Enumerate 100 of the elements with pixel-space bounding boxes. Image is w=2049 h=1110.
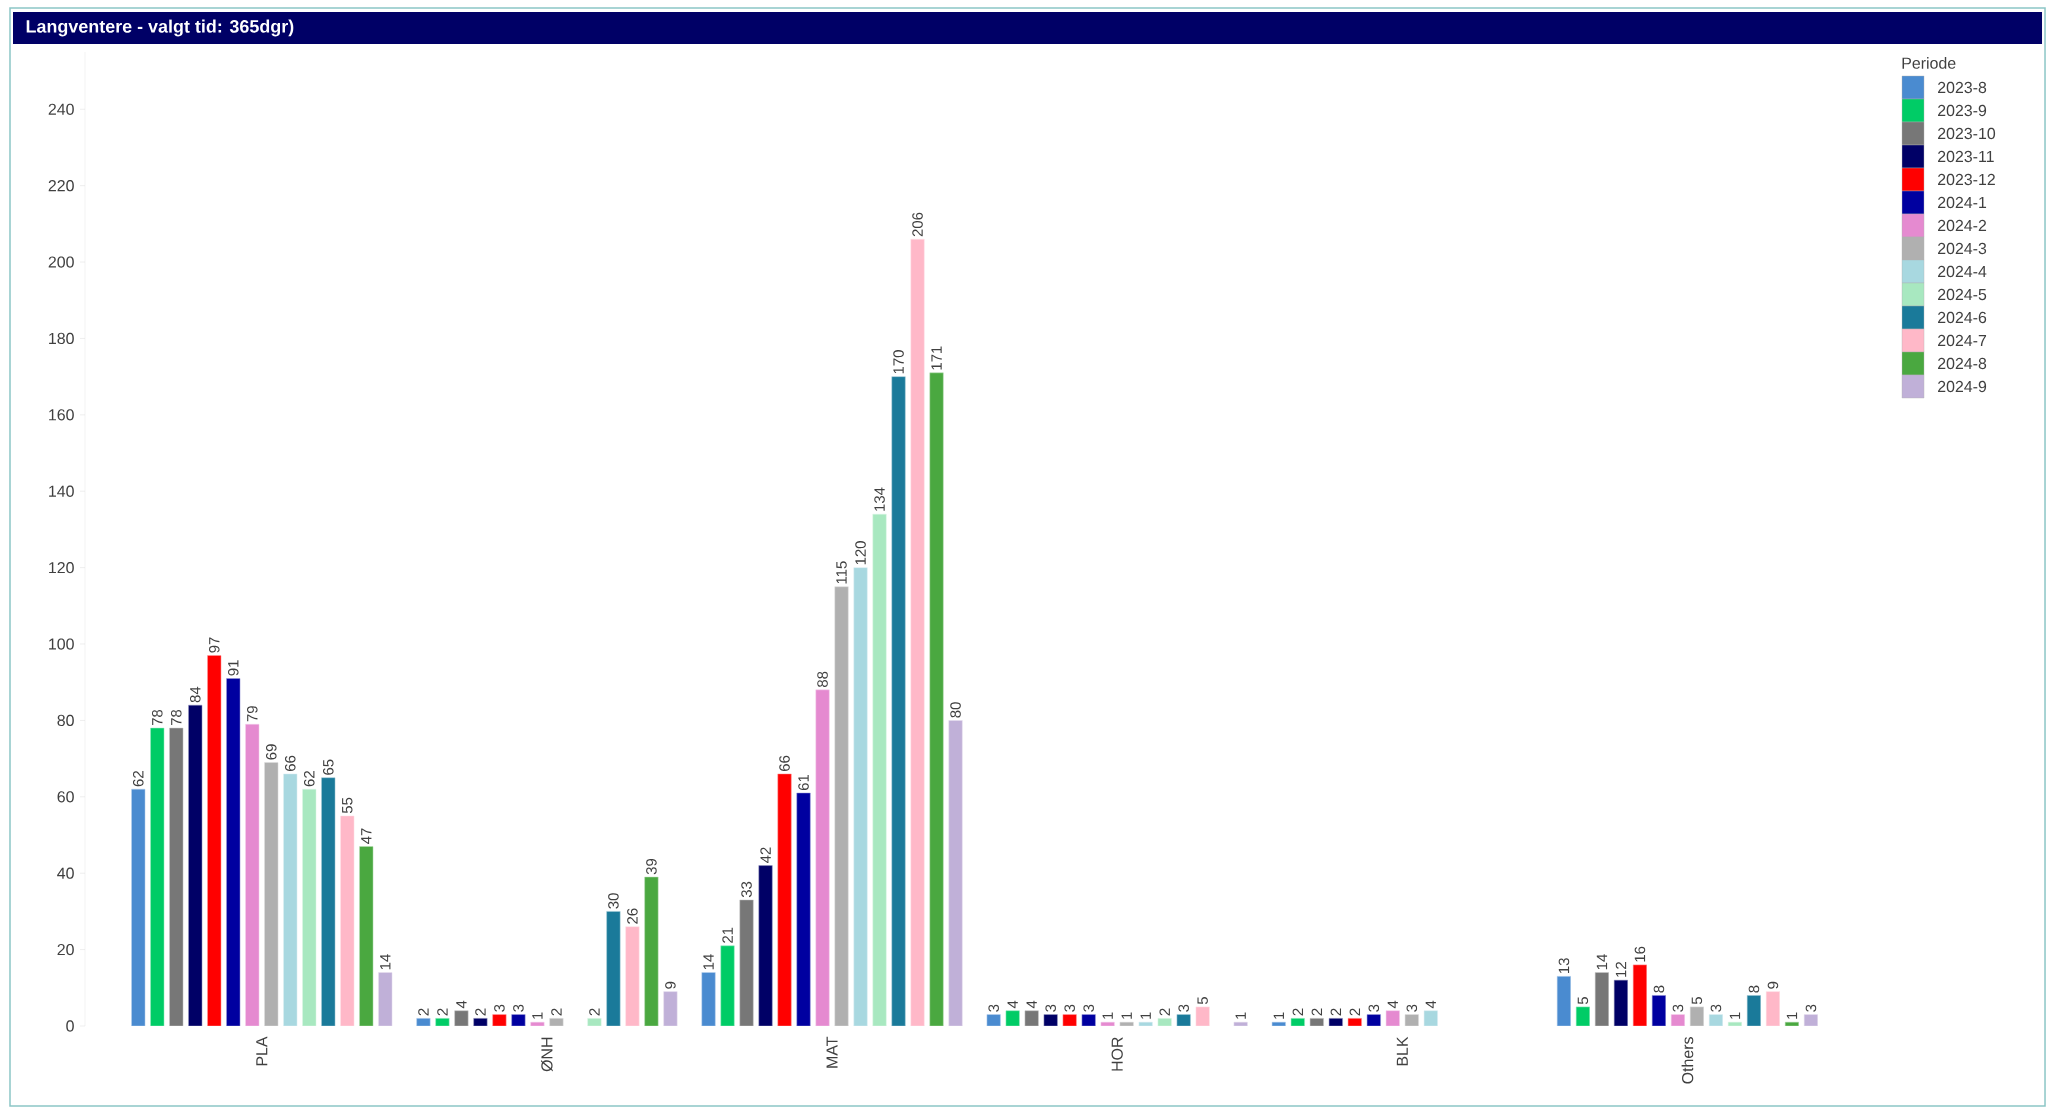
- data-label: 3: [494, 1004, 505, 1012]
- data-label: 65: [322, 759, 334, 775]
- data-label: 16: [1634, 946, 1646, 962]
- data-label: 206: [912, 212, 923, 237]
- bar: [910, 238, 925, 1026]
- bar: [245, 723, 260, 1026]
- x-tick-label: ØNH: [541, 1037, 553, 1072]
- data-label: 1: [1235, 1012, 1246, 1019]
- data-label: 2: [1349, 1008, 1361, 1016]
- bar: [1784, 1021, 1799, 1026]
- y-tick-label: 40: [57, 867, 74, 879]
- y-tick-label: 160: [49, 409, 74, 421]
- data-label: 47: [361, 828, 372, 844]
- y-tick-label: 0: [66, 1020, 74, 1032]
- legend-title: Periode: [1902, 57, 1956, 69]
- x-tick-label: HOR: [1111, 1037, 1123, 1071]
- bar: [1708, 1014, 1723, 1026]
- legend-label: 2024-5: [1938, 288, 1987, 301]
- bar: [834, 586, 849, 1026]
- bar: [1404, 1014, 1419, 1026]
- data-label: 21: [722, 927, 733, 943]
- data-label: 69: [265, 744, 277, 760]
- data-label: 30: [608, 893, 619, 909]
- data-label: 88: [817, 671, 828, 688]
- bar: [1632, 964, 1647, 1026]
- data-label: 3: [1178, 1004, 1189, 1012]
- data-label: 66: [779, 755, 790, 771]
- data-label: 1: [1786, 1012, 1798, 1019]
- data-label: 3: [1045, 1004, 1056, 1012]
- x-tick-label: BLK: [1396, 1036, 1408, 1066]
- data-label: 13: [1558, 958, 1570, 973]
- data-label: 14: [380, 954, 391, 970]
- data-label: 2: [475, 1008, 486, 1016]
- data-label: 3: [1368, 1004, 1380, 1012]
- data-label: 2: [589, 1008, 600, 1016]
- bar: [1803, 1014, 1818, 1026]
- data-label: 2: [1159, 1008, 1170, 1016]
- data-label: 5: [1691, 997, 1703, 1005]
- y-tick-label: 120: [49, 562, 74, 574]
- bar: [663, 991, 678, 1026]
- chart-title: Langventere - valgt tid: 365dgr): [26, 19, 294, 37]
- data-label: 3: [1672, 1004, 1684, 1012]
- legend-label: 2023-8: [1938, 81, 1987, 94]
- data-label: 115: [836, 561, 847, 584]
- bar: [720, 945, 735, 1026]
- bar: [1233, 1021, 1248, 1026]
- x-tick-label: Others: [1681, 1037, 1694, 1084]
- legend-label: 2023-12: [1938, 173, 1995, 186]
- data-label: 5: [1197, 997, 1208, 1005]
- y-tick-label: 220: [48, 180, 74, 192]
- data-label: 3: [1064, 1004, 1075, 1012]
- bar: [739, 899, 754, 1026]
- bar: [625, 926, 640, 1026]
- data-label: 26: [627, 908, 638, 924]
- data-label: 1: [532, 1012, 543, 1019]
- legend-label: 2024-6: [1938, 311, 1987, 324]
- data-label: 1: [1121, 1012, 1132, 1019]
- data-label: 39: [646, 858, 657, 875]
- legend-label: 2023-9: [1938, 104, 1987, 117]
- bar: [758, 865, 773, 1026]
- data-label: 3: [988, 1004, 999, 1012]
- legend-label: 2024-7: [1938, 334, 1987, 347]
- data-label: 12: [1615, 962, 1627, 977]
- bar: [1670, 1014, 1685, 1026]
- legend-label: 2024-1: [1938, 196, 1987, 209]
- data-label: 84: [189, 686, 201, 703]
- data-label: 62: [303, 771, 315, 787]
- bar: [1651, 995, 1666, 1026]
- bar: [853, 567, 868, 1026]
- bar: [264, 762, 279, 1026]
- data-label: 134: [874, 487, 885, 511]
- bar: [283, 773, 298, 1026]
- data-label: 5: [1577, 997, 1589, 1005]
- bar: [1746, 995, 1761, 1026]
- bar: [1081, 1014, 1096, 1026]
- data-label: 2: [1330, 1008, 1342, 1016]
- bar: [492, 1014, 507, 1026]
- data-label: 14: [1596, 954, 1608, 970]
- legend-label: 2024-8: [1938, 357, 1987, 370]
- data-label: 2: [1311, 1008, 1323, 1016]
- bar: [891, 376, 906, 1026]
- data-label: 1: [1273, 1012, 1284, 1019]
- bar: [207, 655, 222, 1026]
- bar: [701, 972, 716, 1026]
- bar: [359, 846, 374, 1026]
- data-label: 80: [950, 702, 961, 718]
- bar: [872, 513, 887, 1026]
- data-label: 4: [456, 1000, 467, 1009]
- bar: [796, 792, 811, 1026]
- data-label: 2: [1292, 1008, 1304, 1016]
- y-tick-label: 20: [57, 943, 74, 956]
- data-label: 78: [170, 709, 182, 726]
- bar: [1385, 1010, 1400, 1026]
- bar: [644, 876, 659, 1026]
- x-tick-label: MAT: [826, 1036, 838, 1068]
- bar: [1062, 1014, 1077, 1026]
- bar: [606, 911, 621, 1026]
- data-label: 3: [1710, 1004, 1722, 1012]
- y-tick-label: 140: [49, 485, 74, 497]
- data-label: 170: [893, 350, 904, 374]
